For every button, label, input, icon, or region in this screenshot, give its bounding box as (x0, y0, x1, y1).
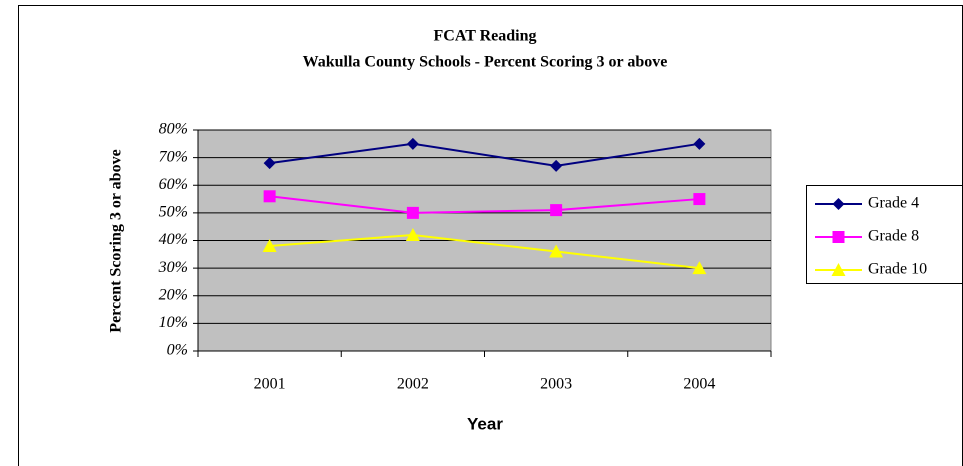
series-line (269, 195, 700, 214)
legend-marker (832, 231, 845, 243)
data-point (550, 159, 563, 172)
data-point (263, 157, 276, 170)
data-point (693, 137, 706, 150)
y-tick-label: 10% (159, 314, 188, 331)
x-tick-label: 2001 (254, 376, 286, 393)
data-point (693, 193, 706, 206)
data-point (692, 261, 707, 275)
x-tick-label: 2003 (540, 376, 572, 393)
x-tick-label: 2002 (397, 376, 429, 393)
data-point (263, 190, 276, 203)
y-axis-label: Percent Scoring 3 or above (108, 149, 125, 332)
legend-label: Grade 8 (868, 228, 919, 245)
chart-subtitle: Wakulla County Schools - Percent Scoring… (303, 54, 668, 71)
data-point (549, 244, 564, 258)
legend-marker (831, 263, 846, 276)
y-tick-label: 20% (159, 286, 188, 303)
y-tick-label: 40% (159, 231, 188, 248)
y-tick-label: 60% (159, 176, 188, 193)
data-point (262, 239, 277, 253)
y-tick-label: 0% (167, 342, 188, 359)
x-tick-label: 2004 (683, 376, 715, 393)
data-point (550, 204, 563, 217)
data-point (405, 227, 420, 241)
chart-title: FCAT Reading (434, 28, 537, 45)
y-tick-label: 30% (158, 259, 188, 276)
legend-label: Grade 4 (868, 195, 919, 212)
series-line (269, 142, 700, 167)
legend-label: Grade 10 (868, 261, 927, 278)
series-line (269, 233, 700, 270)
y-tick-label: 70% (159, 148, 188, 165)
y-tick-label: 50% (159, 204, 188, 221)
legend-marker (832, 198, 845, 210)
data-point (406, 206, 419, 219)
data-point (406, 137, 419, 150)
y-tick-label: 80% (159, 121, 188, 138)
x-axis-label: Year (467, 414, 503, 433)
